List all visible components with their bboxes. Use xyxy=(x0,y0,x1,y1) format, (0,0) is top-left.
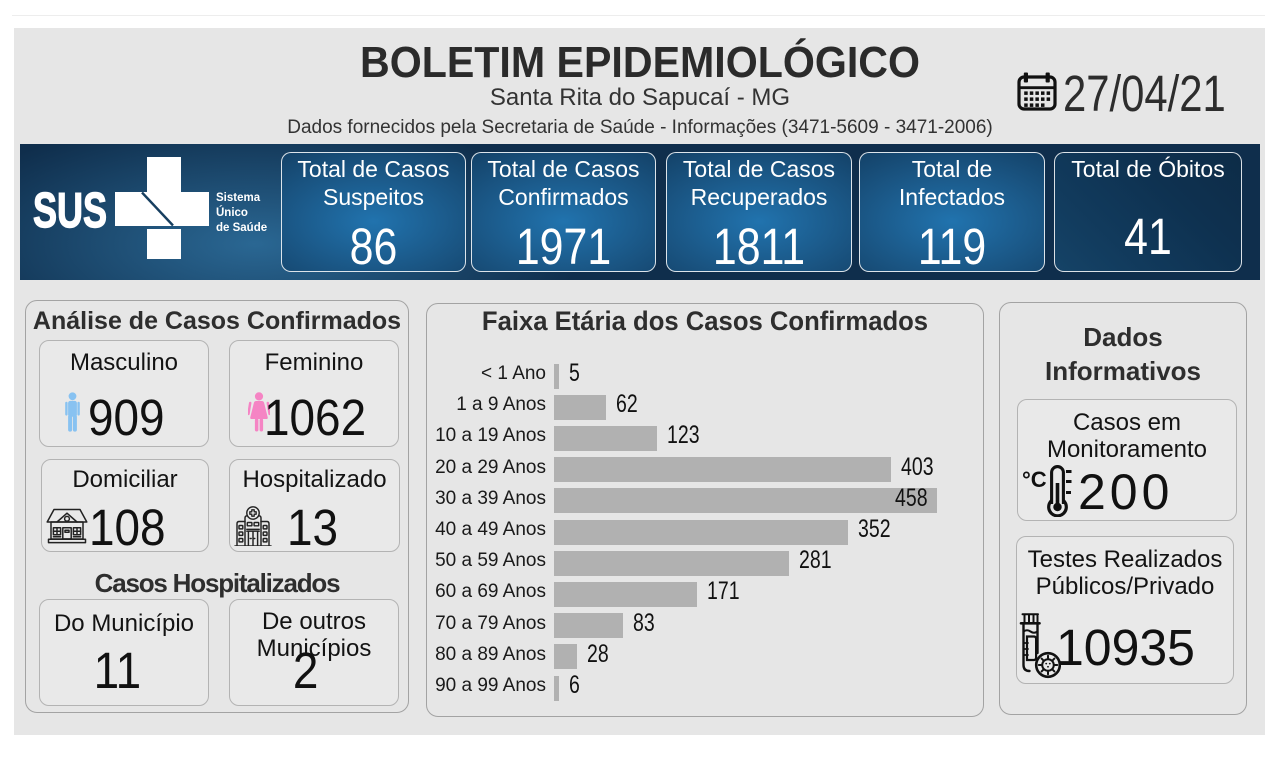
svg-text:de Saúde: de Saúde xyxy=(216,222,267,234)
svg-text:SUS: SUS xyxy=(33,184,107,238)
svg-text:Sistema: Sistema xyxy=(216,192,261,204)
svg-text:Único: Único xyxy=(216,206,248,219)
svg-text:°C: °C xyxy=(1022,467,1047,492)
